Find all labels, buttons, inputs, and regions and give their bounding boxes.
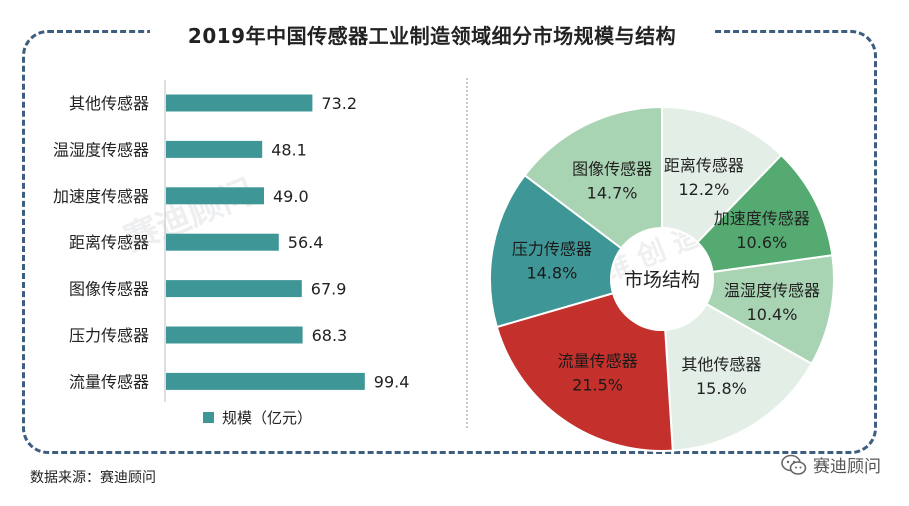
pie-value-label-3: 15.8% (696, 379, 747, 398)
legend-label: 规模（亿元） (222, 409, 313, 427)
pie-label-4: 流量传感器 (558, 352, 638, 371)
bar-value-label-5: 68.3 (312, 326, 348, 345)
chart-title: 2019年中国传感器工业制造领域细分市场规模与结构 (187, 23, 677, 48)
source-note: 数据来源：赛迪顾问 (30, 470, 156, 486)
pie-slice-4 (495, 291, 674, 452)
bar-value-label-3: 56.4 (288, 233, 324, 252)
pie-label-5: 压力传感器 (512, 240, 592, 259)
pie-label-1: 加速度传感器 (714, 209, 810, 228)
bar-category-label-0: 其他传感器 (69, 94, 149, 113)
pie-slice-0 (661, 105, 783, 244)
bar-category-label-1: 温湿度传感器 (53, 140, 149, 159)
pie-slice-6 (523, 105, 663, 250)
pie-value-label-5: 14.8% (526, 264, 577, 283)
bar-legend: 规模（亿元） (203, 407, 312, 428)
pie-value-label-0: 12.2% (678, 180, 729, 199)
title-box: 2019年中国传感器工业制造领域细分市场规模与结构 (150, 14, 714, 54)
bar-category-label-3: 距离传感器 (69, 233, 149, 252)
bar-value-label-4: 67.9 (311, 280, 347, 299)
bar-0 (166, 94, 313, 112)
bar-category-label-4: 图像传感器 (69, 280, 149, 299)
bar-value-label-2: 49.0 (273, 187, 309, 206)
pie-value-label-6: 14.7% (587, 184, 638, 203)
bar-value-label-1: 48.1 (271, 140, 307, 159)
pie-slice-5 (489, 173, 623, 329)
pie-label-3: 其他传感器 (681, 355, 761, 374)
pie-label-6: 图像传感器 (572, 160, 652, 179)
bar-6 (166, 372, 365, 390)
pie-label-2: 温湿度传感器 (724, 281, 820, 300)
bar-category-label-5: 压力传感器 (69, 326, 149, 345)
bar-category-label-6: 流量传感器 (69, 372, 149, 391)
pie-value-label-1: 10.6% (736, 233, 787, 252)
bar-category-label-2: 加速度传感器 (53, 187, 149, 206)
brand-name: 赛迪顾问 (813, 457, 881, 477)
panel-divider (466, 78, 468, 428)
bar-3 (166, 233, 279, 251)
pie-label-0: 距离传感器 (664, 156, 744, 175)
pie-slice-1 (695, 153, 834, 274)
wechat-icon (781, 454, 807, 475)
bar-4 (166, 280, 302, 298)
pie-slice-3 (664, 302, 814, 452)
bar-2 (166, 187, 264, 205)
pie-value-label-4: 21.5% (572, 376, 623, 395)
bar-value-label-6: 99.4 (374, 372, 410, 391)
pie-value-label-2: 10.4% (747, 305, 798, 324)
pie-center-label: 市场结构 (624, 269, 700, 291)
legend-swatch (203, 412, 214, 423)
pie-slice-2 (705, 254, 835, 366)
bar-1 (166, 140, 263, 158)
bar-5 (166, 326, 303, 344)
brand-logo: 赛迪顾问 (781, 452, 881, 477)
bar-value-label-0: 73.2 (321, 94, 357, 113)
